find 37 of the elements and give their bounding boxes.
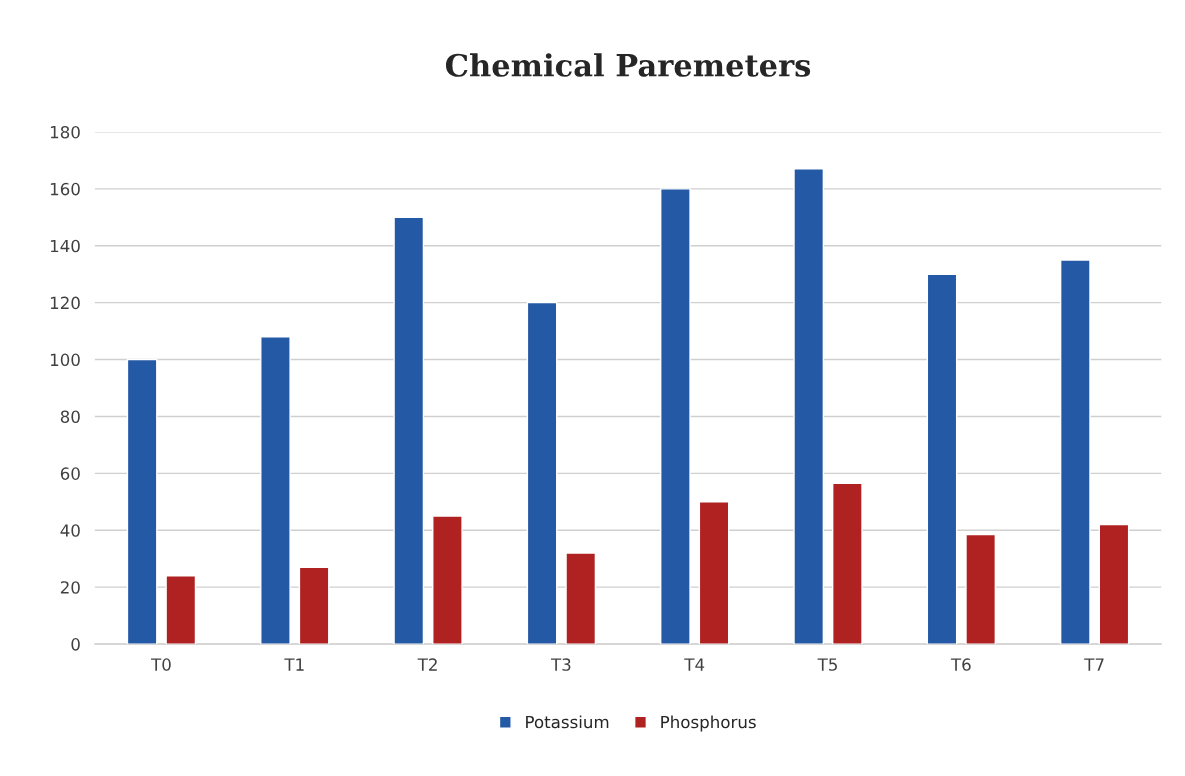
- x-tick-label: T0: [151, 658, 171, 671]
- chart-title: Chemical Paremeters: [445, 53, 811, 77]
- y-tick-label: 140: [50, 239, 80, 253]
- bar: [526, 301, 558, 645]
- y-tick-label: 100: [50, 353, 80, 367]
- bar: [393, 216, 425, 645]
- bar: [432, 515, 463, 645]
- bar: [260, 336, 291, 645]
- bar: [793, 168, 825, 645]
- x-tick-label: T1: [284, 658, 304, 671]
- x-tick-label: T4: [684, 658, 705, 671]
- x-tick-label: T7: [1084, 658, 1104, 671]
- bar: [660, 188, 691, 645]
- bar: [1059, 259, 1091, 645]
- y-tick-label: 120: [50, 296, 80, 310]
- x-tick-label: T6: [950, 658, 971, 671]
- y-tick-label: 40: [60, 524, 80, 537]
- bar: [831, 482, 863, 645]
- bar: [565, 552, 597, 645]
- bar: [1098, 523, 1130, 645]
- y-tick-label: 0: [71, 638, 80, 651]
- y-tick-label: 20: [60, 581, 80, 594]
- x-tick-label: T5: [817, 658, 837, 671]
- x-tick-label: T2: [417, 658, 437, 671]
- bar: [165, 575, 197, 645]
- y-tick-label: 60: [60, 467, 80, 480]
- bar: [298, 566, 330, 645]
- bar: [965, 533, 997, 645]
- y-tick-label: 180: [50, 125, 80, 139]
- legend-label: Potassium: [526, 715, 609, 729]
- x-tick-label: T3: [550, 658, 571, 671]
- y-tick-label: 80: [60, 410, 80, 424]
- bar: [126, 358, 158, 645]
- y-tick-label: 160: [50, 182, 80, 196]
- legend-label: Phosphorus: [661, 715, 756, 732]
- bar: [926, 273, 958, 645]
- bar: [698, 501, 730, 645]
